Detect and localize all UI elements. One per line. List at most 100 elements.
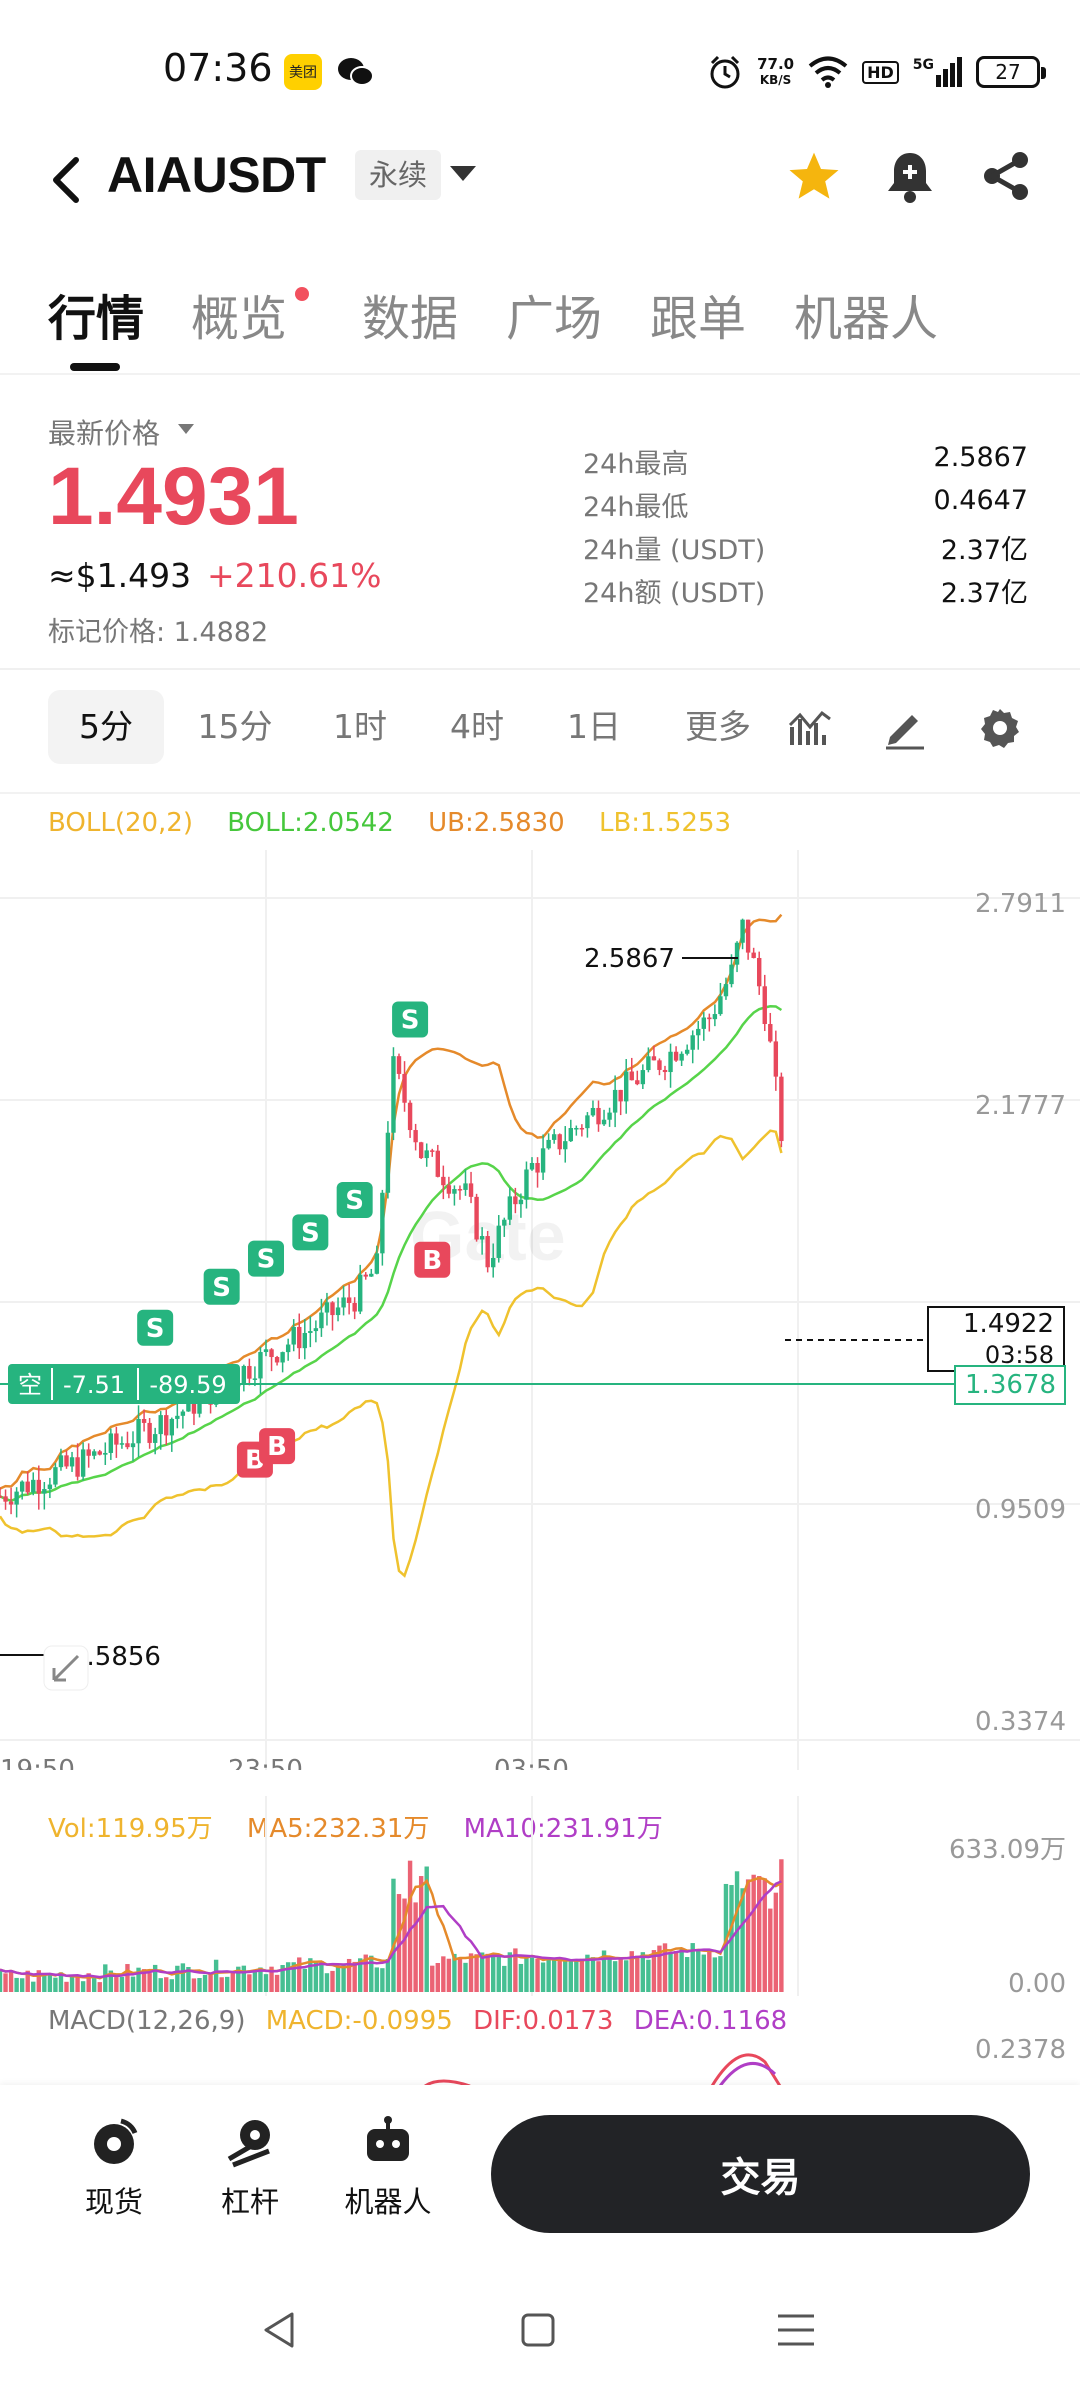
spot-button[interactable]: 现货 <box>54 2115 174 2221</box>
candle-body <box>668 1051 673 1073</box>
volume-bar <box>92 1978 97 1992</box>
candle-body <box>180 1411 186 1416</box>
candle-body <box>779 1076 784 1142</box>
settings-gear-icon[interactable] <box>977 705 1023 751</box>
candle-body <box>430 1150 435 1152</box>
volume-bar <box>557 1960 562 1992</box>
candle-body <box>518 1199 524 1205</box>
volume-bar <box>402 1898 407 1992</box>
indicator-icon[interactable] <box>786 705 832 751</box>
volume-bar <box>607 1959 612 1992</box>
candle-body <box>502 1219 507 1226</box>
volume-bar <box>673 1951 679 1992</box>
boll-lower-line <box>0 1129 783 1578</box>
candle-body <box>130 1443 136 1448</box>
mark-price: 标记价格: 1.4882 <box>48 617 269 648</box>
candle-body <box>729 964 734 985</box>
volume-bar <box>690 1943 695 1992</box>
boll-name[interactable]: BOLL(20,2) <box>48 808 193 838</box>
leverage-icon <box>227 2120 270 2168</box>
tab-copy-trading[interactable]: 跟单 <box>650 291 747 347</box>
sell-signal-marker <box>292 1214 329 1251</box>
volume-bar <box>496 1956 501 1992</box>
battery-level: 27 <box>995 60 1021 84</box>
nav-back-icon[interactable] <box>250 2300 310 2360</box>
volume-bar <box>180 1963 186 1992</box>
interval-1d[interactable]: 1日 <box>567 707 621 746</box>
bot-label: 机器人 <box>344 2185 432 2219</box>
volume-bar <box>202 1974 208 1992</box>
spot-label: 现货 <box>84 2185 143 2219</box>
tab-overview[interactable]: 概览 <box>191 291 288 347</box>
nav-menu-icon[interactable] <box>766 2300 826 2360</box>
vol-max-label: 633.09万 <box>949 1835 1066 1865</box>
price-alert-bell-icon[interactable] <box>878 144 942 208</box>
volume-bar <box>679 1948 684 1992</box>
volume-bar <box>684 1957 690 1992</box>
contract-type-tag[interactable]: 永续 <box>355 150 442 200</box>
volume-bar <box>435 1963 440 1992</box>
status-bar: 07:36 美团 77.0 KB/S HD 5G 27 <box>0 0 1080 120</box>
volume-bar <box>308 1958 313 1992</box>
nav-home-icon[interactable] <box>508 2300 568 2360</box>
volume-bar <box>330 1970 335 1992</box>
candle-body <box>596 1107 601 1125</box>
macd-dif-line-early <box>424 2079 471 2086</box>
macd-max-label: 0.2378 <box>975 2035 1066 2065</box>
volume-bar <box>696 1949 701 1992</box>
trade-button[interactable]: 交易 <box>491 2115 1030 2233</box>
tab-square[interactable]: 广场 <box>506 291 603 347</box>
robot-icon <box>367 2116 409 2161</box>
candle-body <box>468 1183 474 1197</box>
stat-turnover: 24h额 (USDT) 2.37亿 <box>583 571 1028 611</box>
share-icon[interactable] <box>974 144 1038 208</box>
candle-body <box>745 919 751 953</box>
interval-4h[interactable]: 4时 <box>450 707 504 746</box>
tab-bots[interactable]: 机器人 <box>794 291 939 347</box>
alarm-icon <box>710 55 740 89</box>
volume-bar <box>385 1958 391 1992</box>
candle-body <box>247 1365 252 1379</box>
sell-signal-marker <box>336 1181 373 1218</box>
volume-bar <box>25 1970 30 1992</box>
stat-label: 24h最高 <box>583 449 689 480</box>
interval-15m[interactable]: 15分 <box>197 707 273 746</box>
candle-body <box>734 942 740 965</box>
candle-body <box>36 1479 41 1494</box>
volume-bar <box>762 1878 767 1992</box>
leverage-button[interactable]: 杠杆 <box>190 2115 310 2221</box>
volume-bar <box>468 1953 474 1992</box>
candle-body <box>147 1422 152 1443</box>
chevron-down-icon[interactable] <box>450 166 476 181</box>
last-price-label[interactable]: 最新价格 <box>48 417 161 450</box>
back-arrow-icon[interactable] <box>44 152 90 208</box>
candle-body <box>152 1434 158 1443</box>
position-tag[interactable]: 空 -7.51 -89.59 <box>8 1364 240 1404</box>
volume-bar <box>546 1958 551 1992</box>
macd-dif-line <box>710 2053 782 2086</box>
volume-bar <box>662 1943 668 1992</box>
volume-bar <box>751 1874 756 1992</box>
candle-body <box>424 1150 429 1159</box>
caret-down-icon[interactable] <box>178 424 194 434</box>
bot-button[interactable]: 机器人 <box>328 2115 448 2221</box>
interval-more[interactable]: 更多 <box>685 707 751 746</box>
expand-chart-icon[interactable] <box>43 1645 89 1691</box>
candle-body <box>285 1344 291 1353</box>
draw-pen-icon[interactable] <box>882 705 928 751</box>
signal-marker-label: S <box>146 1314 165 1344</box>
stat-value: 2.37亿 <box>940 578 1028 609</box>
volume-bar <box>463 1962 468 1992</box>
kline-chart[interactable]: Gate SSSSSSSBBB 2.7911 2.1777 0.9509 0.3… <box>0 850 1080 1770</box>
volume-bar <box>103 1964 108 1992</box>
y-tick-label: 2.1777 <box>975 1091 1066 1121</box>
candle-body <box>574 1127 579 1130</box>
candle-body <box>701 1017 706 1029</box>
tab-data[interactable]: 数据 <box>362 291 459 347</box>
tab-market[interactable]: 行情 <box>48 291 145 347</box>
volume-bar <box>97 1982 102 1992</box>
interval-5m[interactable]: 5分 <box>48 690 164 764</box>
pair-title[interactable]: AIAUSDT <box>107 147 326 203</box>
favorite-star-icon[interactable] <box>782 144 846 208</box>
interval-1h[interactable]: 1时 <box>333 707 387 746</box>
